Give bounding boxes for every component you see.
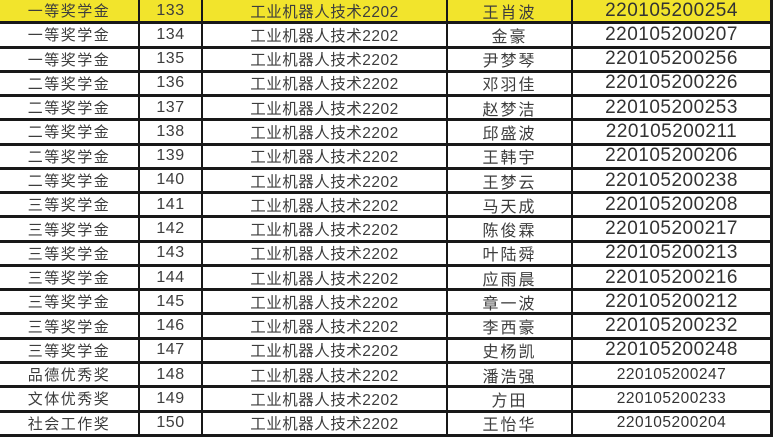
cell-name-row-147: 史杨凯 [448, 339, 573, 364]
cell-student_id-row-144: 220105200216 [573, 266, 773, 292]
cell-serial-row-149: 149 [140, 388, 203, 413]
cell-name-row-139: 王韩宇 [448, 145, 573, 170]
cell-name-row-137: 赵梦洁 [448, 97, 573, 122]
cell-class-row-135: 工业机器人技术2202 [203, 48, 448, 73]
cell-student_id-row-142: 220105200217 [573, 218, 773, 243]
cell-class-row-139: 工业机器人技术2202 [203, 145, 448, 170]
cell-serial-row-142: 142 [140, 218, 203, 243]
cell-award-row-149: 文体优秀奖 [0, 388, 140, 413]
cell-serial-row-138: 138 [140, 121, 203, 146]
cell-serial-row-145: 145 [140, 291, 203, 316]
cell-class-row-147: 工业机器人技术2202 [203, 339, 448, 364]
cell-award-row-138: 二等奖学金 [0, 121, 140, 146]
cell-award-row-150: 社会工作奖 [0, 412, 140, 437]
cell-class-row-145: 工业机器人技术2202 [203, 291, 448, 316]
cell-student_id-row-137: 220105200253 [573, 97, 773, 122]
cell-student_id-row-141: 220105200208 [573, 194, 773, 219]
cell-name-row-148: 潘浩强 [448, 363, 573, 389]
cell-name-row-142: 陈俊霖 [448, 218, 573, 243]
cell-award-row-142: 三等奖学金 [0, 218, 140, 243]
cell-serial-row-141: 141 [140, 194, 203, 219]
cell-student_id-row-140: 220105200238 [573, 169, 773, 195]
cell-name-row-141: 马天成 [448, 194, 573, 219]
cell-serial-row-140: 140 [140, 169, 203, 195]
cell-student_id-row-148: 220105200247 [573, 363, 773, 389]
cell-class-row-136: 工业机器人技术2202 [203, 72, 448, 98]
cell-name-row-150: 王怡华 [448, 412, 573, 437]
cell-award-row-137: 二等奖学金 [0, 97, 140, 122]
cell-award-row-134: 一等奖学金 [0, 24, 140, 49]
cell-award-row-148: 品德优秀奖 [0, 363, 140, 389]
cell-student_id-row-133: 220105200254 [573, 0, 773, 25]
cell-serial-row-144: 144 [140, 266, 203, 292]
cell-class-row-149: 工业机器人技术2202 [203, 388, 448, 413]
cell-student_id-row-146: 220105200232 [573, 315, 773, 340]
cell-serial-row-150: 150 [140, 412, 203, 437]
cell-class-row-148: 工业机器人技术2202 [203, 363, 448, 389]
cell-student_id-row-136: 220105200226 [573, 72, 773, 98]
cell-name-row-146: 李西豪 [448, 315, 573, 340]
cell-class-row-133: 工业机器人技术2202 [203, 0, 448, 25]
cell-name-row-133: 王肖波 [448, 0, 573, 25]
cell-serial-row-143: 143 [140, 242, 203, 267]
cell-serial-row-147: 147 [140, 339, 203, 364]
cell-student_id-row-135: 220105200256 [573, 48, 773, 73]
cell-class-row-146: 工业机器人技术2202 [203, 315, 448, 340]
cell-name-row-136: 邓羽佳 [448, 72, 573, 98]
cell-award-row-143: 三等奖学金 [0, 242, 140, 267]
cell-student_id-row-134: 220105200207 [573, 24, 773, 49]
cell-class-row-150: 工业机器人技术2202 [203, 412, 448, 437]
cell-name-row-145: 章一波 [448, 291, 573, 316]
cell-name-row-134: 金豪 [448, 24, 573, 49]
cell-award-row-136: 二等奖学金 [0, 72, 140, 98]
cell-name-row-140: 王梦云 [448, 169, 573, 195]
cell-class-row-143: 工业机器人技术2202 [203, 242, 448, 267]
cell-serial-row-148: 148 [140, 363, 203, 389]
cell-serial-row-136: 136 [140, 72, 203, 98]
cell-class-row-137: 工业机器人技术2202 [203, 97, 448, 122]
cell-class-row-141: 工业机器人技术2202 [203, 194, 448, 219]
cell-class-row-142: 工业机器人技术2202 [203, 218, 448, 243]
cell-student_id-row-147: 220105200248 [573, 339, 773, 364]
cell-serial-row-146: 146 [140, 315, 203, 340]
cell-award-row-139: 二等奖学金 [0, 145, 140, 170]
cell-name-row-144: 应雨晨 [448, 266, 573, 292]
cell-student_id-row-145: 220105200212 [573, 291, 773, 316]
cell-class-row-144: 工业机器人技术2202 [203, 266, 448, 292]
cell-serial-row-137: 137 [140, 97, 203, 122]
cell-student_id-row-149: 220105200233 [573, 388, 773, 413]
cell-class-row-140: 工业机器人技术2202 [203, 169, 448, 195]
cell-name-row-135: 尹梦琴 [448, 48, 573, 73]
cell-award-row-135: 一等奖学金 [0, 48, 140, 73]
cell-award-row-147: 三等奖学金 [0, 339, 140, 364]
cell-award-row-146: 三等奖学金 [0, 315, 140, 340]
cell-student_id-row-138: 220105200211 [573, 121, 773, 146]
cell-serial-row-134: 134 [140, 24, 203, 49]
cell-name-row-149: 方田 [448, 388, 573, 413]
cell-student_id-row-143: 220105200213 [573, 242, 773, 267]
cell-award-row-145: 三等奖学金 [0, 291, 140, 316]
cell-award-row-141: 三等奖学金 [0, 194, 140, 219]
cell-student_id-row-139: 220105200206 [573, 145, 773, 170]
cell-name-row-138: 邱盛波 [448, 121, 573, 146]
cell-serial-row-133: 133 [140, 0, 203, 25]
cell-serial-row-139: 139 [140, 145, 203, 170]
cell-award-row-140: 二等奖学金 [0, 169, 140, 195]
cell-award-row-144: 三等奖学金 [0, 266, 140, 292]
cell-serial-row-135: 135 [140, 48, 203, 73]
cell-name-row-143: 叶陆舜 [448, 242, 573, 267]
cell-award-row-133: 一等奖学金 [0, 0, 140, 25]
cell-class-row-134: 工业机器人技术2202 [203, 24, 448, 49]
cell-student_id-row-150: 220105200204 [573, 412, 773, 437]
cell-class-row-138: 工业机器人技术2202 [203, 121, 448, 146]
